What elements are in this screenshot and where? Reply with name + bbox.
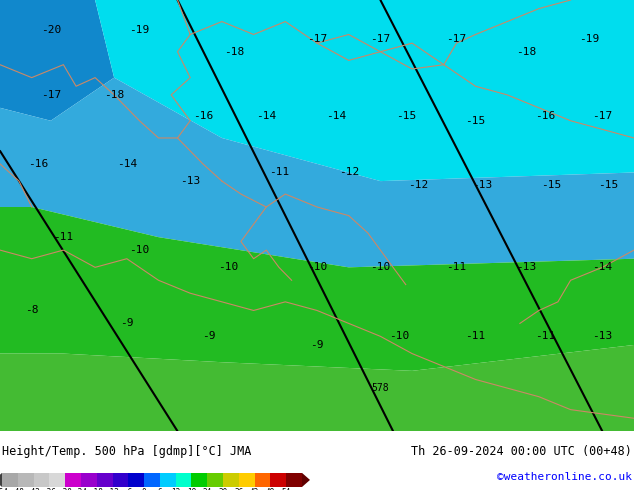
Polygon shape — [0, 207, 634, 371]
Text: -18: -18 — [90, 488, 104, 490]
Text: -15: -15 — [541, 180, 562, 191]
Text: -6: -6 — [124, 488, 133, 490]
Text: -11: -11 — [269, 168, 289, 177]
Text: 12: 12 — [171, 488, 180, 490]
Bar — [255, 473, 271, 487]
Text: -8: -8 — [25, 305, 39, 316]
Text: ©weatheronline.co.uk: ©weatheronline.co.uk — [497, 472, 632, 482]
Text: -14: -14 — [326, 111, 346, 122]
Text: -10: -10 — [389, 331, 410, 342]
Text: -15: -15 — [465, 116, 486, 126]
Text: -24: -24 — [74, 488, 88, 490]
Bar — [144, 473, 160, 487]
Text: -19: -19 — [129, 25, 150, 35]
Text: -10: -10 — [129, 245, 150, 255]
Text: 6: 6 — [158, 488, 162, 490]
Text: -17: -17 — [370, 34, 391, 44]
Bar — [176, 473, 191, 487]
Text: -18: -18 — [104, 90, 124, 100]
Bar — [160, 473, 176, 487]
Text: -13: -13 — [180, 176, 200, 186]
Text: -9: -9 — [310, 340, 324, 350]
Text: -11: -11 — [446, 262, 467, 272]
Text: -14: -14 — [256, 111, 276, 122]
Polygon shape — [76, 0, 634, 181]
Text: -17: -17 — [446, 34, 467, 44]
Text: -16: -16 — [535, 111, 555, 122]
Bar — [271, 473, 286, 487]
Bar — [191, 473, 207, 487]
Text: -10: -10 — [370, 262, 391, 272]
Text: -13: -13 — [592, 331, 612, 342]
Text: 36: 36 — [234, 488, 243, 490]
Text: 42: 42 — [250, 488, 259, 490]
Text: -18: -18 — [224, 47, 245, 57]
Text: -36: -36 — [42, 488, 56, 490]
Text: -10: -10 — [307, 262, 327, 272]
Text: 24: 24 — [203, 488, 212, 490]
Bar — [223, 473, 239, 487]
Text: -13: -13 — [516, 262, 536, 272]
Polygon shape — [0, 77, 634, 268]
Text: 578: 578 — [372, 383, 389, 393]
Text: 48: 48 — [266, 488, 275, 490]
Bar — [2, 473, 18, 487]
Polygon shape — [0, 0, 114, 121]
Text: -9: -9 — [202, 331, 216, 342]
Text: -12: -12 — [339, 168, 359, 177]
Bar — [81, 473, 97, 487]
Bar — [207, 473, 223, 487]
Polygon shape — [0, 473, 2, 487]
Text: Height/Temp. 500 hPa [gdmp][°C] JMA: Height/Temp. 500 hPa [gdmp][°C] JMA — [2, 445, 251, 458]
Text: -17: -17 — [592, 111, 612, 122]
Text: -14: -14 — [592, 262, 612, 272]
Text: -18: -18 — [516, 47, 536, 57]
Bar — [49, 473, 65, 487]
Text: -42: -42 — [27, 488, 41, 490]
Text: -30: -30 — [58, 488, 72, 490]
Text: -20: -20 — [41, 25, 61, 35]
Text: 18: 18 — [187, 488, 196, 490]
Text: Th 26-09-2024 00:00 UTC (00+48): Th 26-09-2024 00:00 UTC (00+48) — [411, 445, 632, 458]
Text: -16: -16 — [28, 159, 48, 169]
Text: -15: -15 — [598, 180, 619, 191]
Bar — [18, 473, 34, 487]
Text: -15: -15 — [396, 111, 416, 122]
Text: -12: -12 — [408, 180, 429, 191]
Text: -16: -16 — [193, 111, 213, 122]
Bar — [239, 473, 255, 487]
Text: -13: -13 — [472, 180, 492, 191]
Text: -12: -12 — [106, 488, 119, 490]
Text: -11: -11 — [465, 331, 486, 342]
Text: -14: -14 — [117, 159, 137, 169]
Text: 0: 0 — [142, 488, 146, 490]
Bar — [128, 473, 144, 487]
Bar — [34, 473, 49, 487]
Text: -11: -11 — [53, 232, 74, 242]
Bar — [286, 473, 302, 487]
Text: -48: -48 — [11, 488, 25, 490]
Text: 54: 54 — [281, 488, 291, 490]
Text: -10: -10 — [218, 262, 238, 272]
Text: -17: -17 — [307, 34, 327, 44]
Bar — [65, 473, 81, 487]
Text: 30: 30 — [219, 488, 228, 490]
Text: -54: -54 — [0, 488, 9, 490]
Polygon shape — [0, 345, 634, 431]
Text: -17: -17 — [41, 90, 61, 100]
Bar — [112, 473, 128, 487]
Text: -11: -11 — [535, 331, 555, 342]
Text: -19: -19 — [579, 34, 600, 44]
Polygon shape — [302, 473, 310, 487]
Bar — [97, 473, 112, 487]
Text: -9: -9 — [120, 318, 134, 328]
